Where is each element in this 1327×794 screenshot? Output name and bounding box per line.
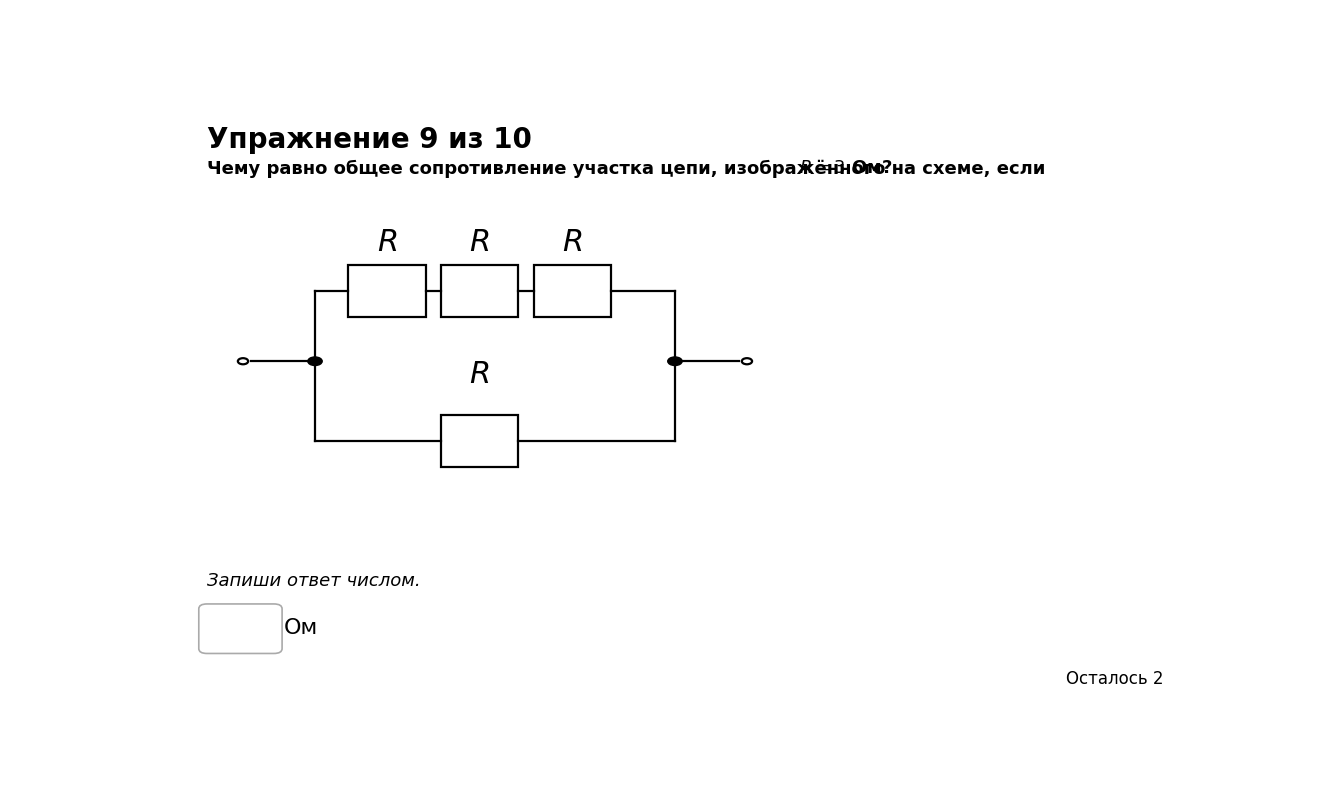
- Circle shape: [667, 357, 682, 365]
- Text: $R$: $R$: [561, 229, 583, 257]
- Circle shape: [308, 357, 322, 365]
- Bar: [533, 265, 610, 317]
- Bar: [349, 265, 426, 317]
- Text: Чему равно общее сопротивление участка цепи, изображённого на схеме, если: Чему равно общее сопротивление участка ц…: [207, 160, 1051, 178]
- Text: Ом: Ом: [284, 619, 318, 638]
- Text: $R$: $R$: [470, 360, 490, 389]
- Bar: [441, 265, 518, 317]
- Text: $R$: $R$: [470, 229, 490, 257]
- Bar: [441, 414, 518, 467]
- Text: Запиши ответ числом.: Запиши ответ числом.: [207, 572, 421, 590]
- FancyBboxPatch shape: [199, 604, 283, 653]
- Text: $R$: $R$: [377, 229, 397, 257]
- Text: Осталось 2: Осталось 2: [1066, 670, 1164, 688]
- Text: $R = 3$ Ом?: $R = 3$ Ом?: [799, 160, 893, 178]
- Text: Упражнение 9 из 10: Упражнение 9 из 10: [207, 126, 532, 154]
